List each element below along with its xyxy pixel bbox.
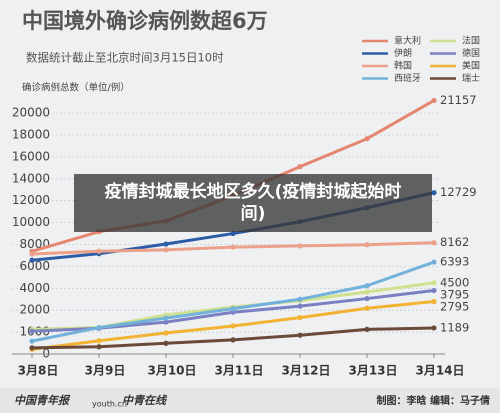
y-tick-label: 18000 bbox=[12, 128, 50, 142]
x-tick-label: 3月10日 bbox=[147, 364, 196, 378]
data-point bbox=[364, 283, 370, 289]
y-tick-label: 16000 bbox=[12, 149, 50, 163]
data-point bbox=[364, 289, 370, 295]
data-point bbox=[230, 244, 236, 250]
data-point bbox=[297, 243, 303, 249]
data-point bbox=[163, 330, 169, 336]
data-point bbox=[230, 230, 236, 237]
data-point bbox=[431, 259, 437, 265]
footer-logo: 中青在线 bbox=[122, 394, 168, 407]
legend-label: 意大利 bbox=[394, 35, 421, 47]
y-tick-label: 2000 bbox=[19, 303, 50, 317]
data-point bbox=[297, 332, 303, 338]
y-tick-label: 4000 bbox=[19, 281, 50, 295]
data-point bbox=[163, 241, 169, 247]
data-point bbox=[230, 323, 236, 329]
data-point bbox=[431, 240, 437, 246]
data-point bbox=[364, 136, 370, 142]
data-point bbox=[163, 247, 169, 253]
legend-label: 德国 bbox=[462, 47, 480, 59]
data-point bbox=[431, 325, 437, 331]
y-tick-label: 20000 bbox=[12, 106, 50, 120]
y-tick-label: 10000 bbox=[12, 215, 50, 229]
x-tick-label: 3月12日 bbox=[281, 364, 330, 378]
data-point bbox=[29, 345, 35, 351]
data-point bbox=[431, 280, 437, 286]
data-label: 4500 bbox=[440, 275, 469, 289]
chart-subtitle: 数据统计截止至北京时间3月15日10时 bbox=[26, 51, 224, 65]
data-point bbox=[364, 295, 370, 302]
overlay-box bbox=[74, 174, 432, 232]
data-point bbox=[29, 328, 35, 334]
legend-label: 韩国 bbox=[394, 60, 412, 72]
legend-label: 瑞士 bbox=[462, 72, 480, 84]
x-tick-label: 3月14日 bbox=[415, 364, 464, 378]
data-point bbox=[163, 315, 169, 321]
footer-logo: youth.cn bbox=[92, 400, 127, 409]
x-tick-label: 3月8日 bbox=[18, 364, 59, 378]
data-point bbox=[431, 287, 437, 294]
data-point bbox=[96, 325, 102, 331]
data-point bbox=[163, 340, 169, 346]
data-point bbox=[364, 305, 370, 311]
data-label: 6393 bbox=[440, 255, 469, 269]
footer-bar bbox=[0, 388, 500, 413]
data-point bbox=[96, 338, 102, 344]
data-label: 12729 bbox=[440, 185, 477, 199]
chart-title: 中国境外确诊病例数超6万 bbox=[22, 9, 268, 33]
legend-label: 美国 bbox=[462, 60, 480, 72]
data-point bbox=[297, 296, 303, 302]
overlay-text: 疫情封城最长地区多久(疫情封城起始时间) bbox=[104, 182, 402, 224]
data-label: 21157 bbox=[440, 93, 477, 107]
data-point bbox=[163, 319, 169, 325]
footer: 中国青年报 youth.cn 中青在线 制图：李晗 编辑：马子倩 bbox=[0, 388, 500, 413]
data-point bbox=[230, 306, 236, 312]
footer-credit: 制图：李晗 编辑：马子倩 bbox=[377, 394, 490, 407]
x-tick-label: 3月13日 bbox=[348, 364, 397, 378]
data-point bbox=[297, 164, 303, 170]
overlay: 疫情封城最长地区多久(疫情封城起始时间) bbox=[74, 174, 432, 232]
data-label: 1189 bbox=[440, 320, 469, 334]
data-point bbox=[431, 298, 437, 305]
legend-label: 伊朗 bbox=[394, 47, 412, 59]
data-point bbox=[29, 338, 35, 344]
overlay-holder: 疫情封城最长地区多久(疫情封城起始时间) bbox=[104, 182, 402, 224]
data-point bbox=[431, 97, 437, 104]
data-point bbox=[431, 190, 437, 196]
legend-label: 西班牙 bbox=[394, 72, 421, 84]
data-point bbox=[29, 257, 35, 263]
data-label: 3795 bbox=[440, 287, 469, 301]
data-point bbox=[29, 251, 35, 257]
data-point bbox=[297, 314, 303, 321]
data-point bbox=[364, 326, 370, 332]
y-tick-label: 12000 bbox=[12, 193, 50, 207]
data-point bbox=[364, 242, 370, 248]
y-axis-label: 确诊病例总数（单位/例） bbox=[22, 82, 130, 94]
data-point bbox=[96, 344, 102, 350]
data-label: 8162 bbox=[440, 235, 469, 249]
legend-label: 法国 bbox=[462, 35, 480, 47]
data-point bbox=[230, 337, 236, 343]
footer-logo: 中国青年报 bbox=[14, 394, 71, 407]
data-point bbox=[297, 303, 303, 309]
y-tick-label: 6000 bbox=[19, 259, 50, 273]
x-tick-label: 3月9日 bbox=[85, 364, 126, 378]
x-tick-label: 3月11日 bbox=[214, 364, 263, 378]
data-point bbox=[96, 248, 102, 254]
data-label: 2795 bbox=[440, 299, 469, 313]
y-tick-label: 14000 bbox=[12, 171, 50, 185]
